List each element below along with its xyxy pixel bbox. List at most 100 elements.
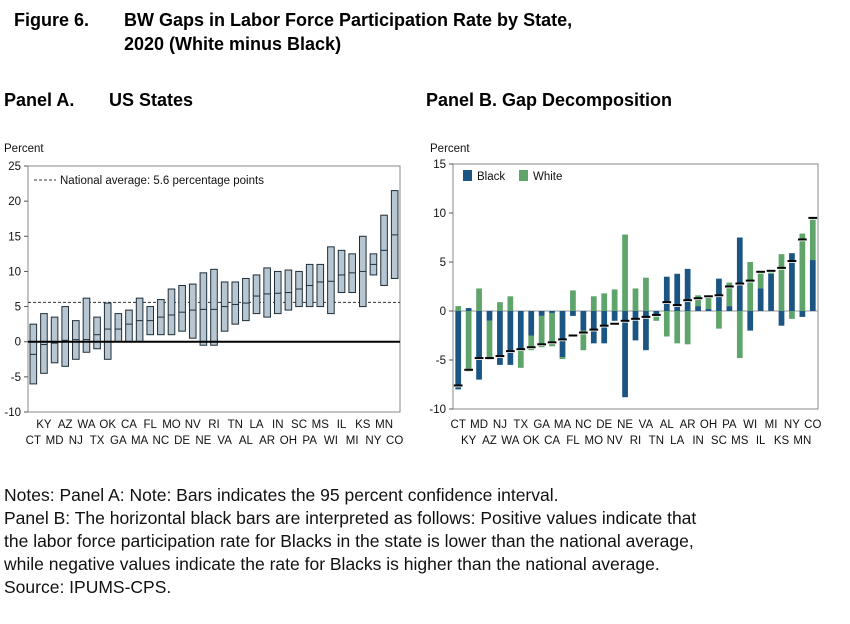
- x-tick-label: NE: [617, 419, 633, 431]
- x-tick-label: FL: [566, 435, 580, 447]
- x-tick-label: MS: [312, 419, 330, 431]
- y-tick-label: -5: [436, 355, 446, 367]
- notes-line-2: Panel B: The horizontal black bars are i…: [4, 508, 697, 528]
- x-tick-label: TX: [513, 419, 528, 431]
- bar-black-PA: [726, 306, 733, 311]
- bar-white-IN: [695, 295, 701, 307]
- bar-white-CT: [455, 306, 462, 311]
- panel-a-label: Panel A.: [4, 90, 75, 110]
- bar-white-NY: [789, 311, 795, 319]
- x-tick-label: OK: [99, 419, 116, 431]
- bar-black-WI: [747, 311, 754, 331]
- x-tick-label: MO: [162, 419, 181, 431]
- bar-black-AR: [684, 268, 691, 311]
- national-average-label: National average: 5.6 percentage points: [60, 175, 264, 187]
- bar-black-IN: [695, 306, 701, 311]
- y-tick-label: 25: [8, 161, 21, 173]
- bar-white-KS: [778, 254, 785, 311]
- panel-a-chart: Percent -10 -5 0 5 10 15 20 25 National average: …: [4, 143, 403, 447]
- bar-black-CA: [549, 311, 555, 313]
- x-tick-label: CO: [386, 435, 403, 447]
- ci-bar-LA: [252, 274, 261, 315]
- bar-black-MS: [736, 237, 743, 311]
- bar-white-AR: [684, 311, 691, 345]
- x-tick-label: OK: [523, 435, 540, 447]
- ci-bar-TX: [93, 316, 101, 350]
- figure-label: Figure 6.: [14, 10, 90, 30]
- bar-white-NC: [580, 330, 587, 351]
- bar-black-TX: [517, 311, 524, 351]
- x-tick-label: CA: [544, 435, 560, 447]
- x-tick-label: MA: [554, 419, 572, 431]
- x-tick-label: VA: [217, 435, 232, 447]
- bar-white-CO: [809, 218, 816, 261]
- x-tick-label: MA: [131, 435, 149, 447]
- y-tick-label: -5: [11, 372, 21, 384]
- x-tick-label: SC: [291, 419, 307, 431]
- bar-white-GA: [538, 315, 545, 348]
- x-tick-label: MS: [731, 435, 749, 447]
- bar-black-MD: [476, 311, 482, 380]
- y-tick-label: 5: [15, 302, 21, 314]
- bar-black-VA: [643, 311, 649, 351]
- ci-bar-IL: [337, 249, 346, 294]
- y-axis-label: Percent: [4, 143, 44, 155]
- x-tick-label: NV: [185, 419, 201, 431]
- bar-black-AL: [663, 276, 670, 311]
- bar-white-VA: [643, 277, 649, 311]
- bar-white-RI: [632, 288, 639, 311]
- x-tick-label: CO: [804, 419, 821, 431]
- panel-a-title: Panel A. US States: [4, 90, 193, 111]
- x-tick-label: MD: [470, 419, 488, 431]
- x-tick-label: OH: [280, 435, 297, 447]
- x-tick-label: VA: [639, 419, 654, 431]
- bar-white-AL: [663, 311, 670, 337]
- x-tick-label: DE: [596, 419, 612, 431]
- figure-title-line1: BW Gaps in Labor Force Participation Rat…: [124, 10, 573, 30]
- x-tick-label: KS: [355, 419, 371, 431]
- x-tick-label: WA: [77, 419, 95, 431]
- x-tick-label: NY: [784, 419, 800, 431]
- y-tick-label: -10: [4, 407, 21, 419]
- bar-black-FL: [570, 311, 576, 316]
- x-tick-label: SC: [711, 435, 727, 447]
- bar-white-OK: [528, 335, 535, 351]
- x-tick-label: AR: [259, 435, 275, 447]
- x-tick-label: KY: [461, 435, 477, 447]
- x-tick-label: DE: [174, 435, 190, 447]
- bar-white-PA: [726, 282, 733, 307]
- figure-title-line2: 2020 (White minus Black): [124, 34, 342, 54]
- panel-b-chart: Percent -10 -5 0 5 10 15 Black White CT KY MD AZ NJ WA…: [429, 143, 821, 447]
- y-tick-label: 10: [433, 208, 446, 220]
- bar-black-MN: [799, 311, 806, 317]
- ci-bar-KY: [40, 313, 48, 374]
- x-tick-label: LA: [670, 435, 684, 447]
- legend-swatch-black: [463, 170, 472, 181]
- ci-bar-MO: [167, 288, 176, 336]
- x-tick-label: AZ: [482, 435, 497, 447]
- ci-bar-AZ: [61, 306, 69, 367]
- ci-bar-AR: [263, 267, 271, 318]
- bar-white-IL: [757, 272, 764, 289]
- notes-line-5: Source: IPUMS-CPS.: [4, 577, 172, 597]
- bar-black-AZ: [486, 311, 493, 321]
- x-tick-label: PA: [302, 435, 317, 447]
- bar-black-TN: [653, 311, 660, 316]
- bar-black-WA: [507, 311, 514, 365]
- ci-bar-DE: [178, 284, 186, 332]
- ci-bar-NV: [188, 283, 197, 339]
- x-tick-label: AZ: [58, 419, 73, 431]
- y-tick-label: -10: [429, 404, 446, 416]
- x-tick-label: NC: [575, 419, 592, 431]
- x-tick-label: IL: [756, 435, 766, 447]
- bar-black-OK: [528, 311, 535, 336]
- bar-black-NV: [611, 311, 618, 321]
- legend-label-black: Black: [477, 171, 505, 183]
- x-tick-label: AL: [239, 435, 254, 447]
- x-tick-label: IL: [337, 419, 347, 431]
- panel-a-subtitle: US States: [109, 90, 194, 110]
- y-tick-label: 10: [8, 266, 21, 278]
- x-tick-label: IN: [692, 435, 704, 447]
- x-tick-label: AL: [660, 419, 675, 431]
- notes-line-4: while negative values indicate the rate …: [4, 554, 660, 574]
